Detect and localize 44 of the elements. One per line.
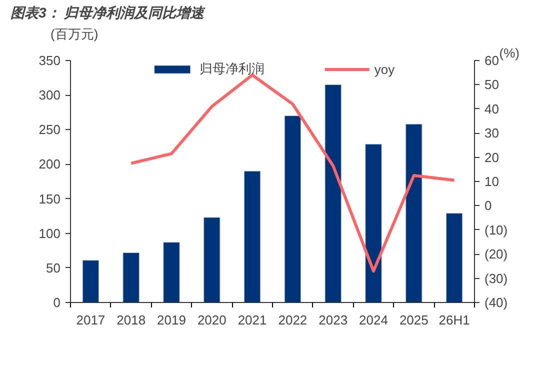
x-tick-label: 2019	[157, 312, 186, 328]
y2-tick-label: 0	[484, 198, 492, 214]
y-tick-label: 200	[38, 156, 61, 172]
y-tick-label: 50	[46, 260, 61, 276]
y2-tick-label: 50	[484, 77, 499, 92]
x-tick-label: 2018	[116, 312, 146, 328]
chart-title: 图表3： 归母净利润及同比增速	[10, 4, 206, 20]
x-tick-label: 26H1	[438, 312, 470, 328]
x-tick-label: 2017	[76, 312, 106, 328]
legend-label: yoy	[374, 62, 395, 76]
y2-tick-label: (40)	[484, 295, 508, 310]
y2-tick-label: 20	[484, 150, 499, 165]
y2-tick-label: (20)	[484, 246, 508, 262]
bar	[365, 144, 382, 302]
y2-tick-label: 40	[484, 101, 499, 116]
legend-label: 归母净利润	[199, 60, 264, 78]
x-tick-label: 2025	[399, 312, 428, 328]
bar	[82, 260, 100, 302]
x-tick-label: 2023	[318, 312, 348, 328]
y-axis-title: (百万元)	[50, 26, 98, 42]
y-tick-label: 150	[38, 191, 61, 206]
bar	[446, 213, 463, 302]
y2-tick-label: (30)	[484, 270, 508, 286]
x-tick-label: 2024	[359, 312, 388, 328]
bar	[406, 124, 422, 302]
y2-tick-label: 10	[484, 174, 499, 189]
y-tick-label: 0	[53, 295, 61, 310]
y2-tick-label: 30	[484, 126, 499, 141]
bar	[122, 252, 140, 302]
x-tick-label: 2022	[278, 312, 308, 328]
y-tick-label: 250	[38, 122, 61, 138]
y2-axis-title: (%)	[499, 46, 520, 60]
y2-tick-label: 60	[484, 53, 499, 68]
x-tick-label: 2021	[238, 312, 267, 328]
y-tick-label: 350	[38, 53, 61, 68]
bar	[324, 84, 342, 302]
bar	[244, 170, 261, 302]
y2-tick-label: (10)	[484, 222, 508, 238]
y-tick-label: 100	[38, 226, 61, 241]
x-tick-label: 2020	[197, 312, 226, 328]
bar	[284, 116, 302, 302]
y-tick-label: 300	[38, 88, 61, 103]
bar	[204, 217, 220, 302]
bar	[163, 242, 180, 302]
